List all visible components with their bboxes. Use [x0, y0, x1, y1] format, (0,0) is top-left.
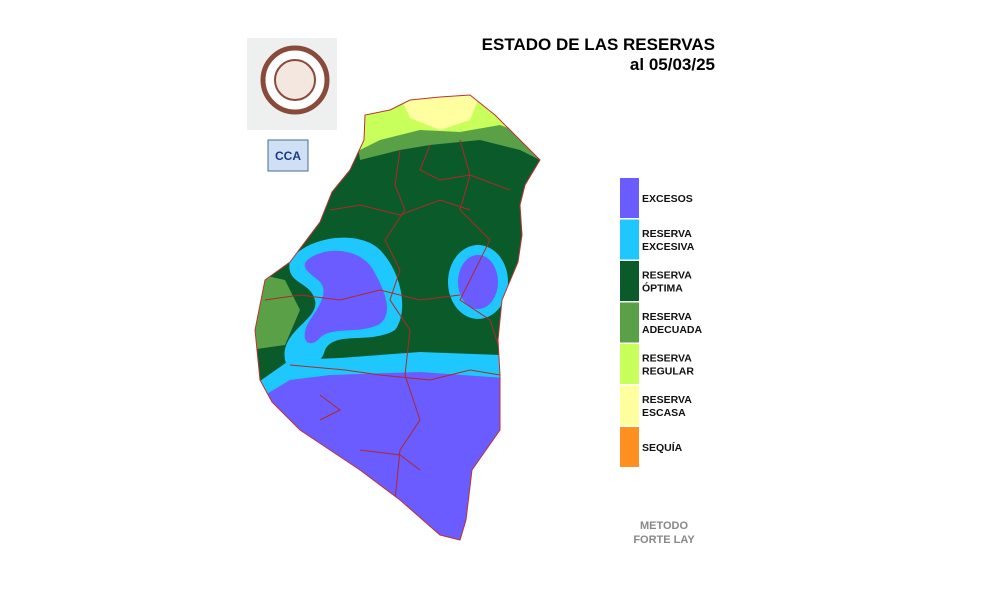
province-outline	[254, 94, 541, 541]
zone-escasa	[400, 95, 480, 130]
legend-swatch	[620, 344, 639, 384]
date: al 05/03/25	[630, 55, 715, 74]
legend-swatch	[620, 427, 639, 467]
legend-swatch	[620, 302, 639, 343]
zone-excesos-e	[458, 255, 498, 309]
legend-label: ADECUADA	[642, 324, 703, 336]
cca-text: CCA	[275, 149, 301, 163]
cca-logo	[267, 139, 309, 172]
legend-label: RESERVA	[642, 269, 692, 281]
district-borders	[264, 139, 511, 501]
zone-adecuada-w	[255, 270, 300, 350]
legend: EXCESOSRESERVAEXCESIVARESERVAÓPTIMARESER…	[620, 178, 703, 467]
legend-label: RESERVA	[642, 352, 692, 364]
legend-swatch	[620, 219, 639, 260]
logo-seal-inner	[274, 59, 316, 101]
legend-swatch	[620, 261, 639, 301]
legend-label: EXCESIVA	[642, 241, 695, 253]
legend-label: RESERVA	[642, 394, 692, 406]
legend-label: RESERVA	[642, 228, 692, 240]
legend-swatch	[620, 178, 639, 218]
title: ESTADO DE LAS RESERVAS	[482, 35, 715, 54]
method: METODO FORTE LAY	[633, 520, 695, 546]
legend-label: ESCASA	[642, 407, 686, 419]
legend-label: REGULAR	[642, 365, 694, 377]
legend-swatch	[620, 385, 639, 426]
method-label: METODO	[640, 520, 689, 532]
legend-label: ÓPTIMA	[642, 281, 683, 294]
legend-label: SEQUÍA	[642, 441, 683, 454]
zone-excesos-w	[304, 250, 388, 344]
zone-excesos-s	[255, 372, 540, 540]
legend-label: RESERVA	[642, 311, 692, 323]
legend-label: EXCESOS	[642, 193, 693, 205]
method-label: FORTE LAY	[633, 534, 695, 546]
